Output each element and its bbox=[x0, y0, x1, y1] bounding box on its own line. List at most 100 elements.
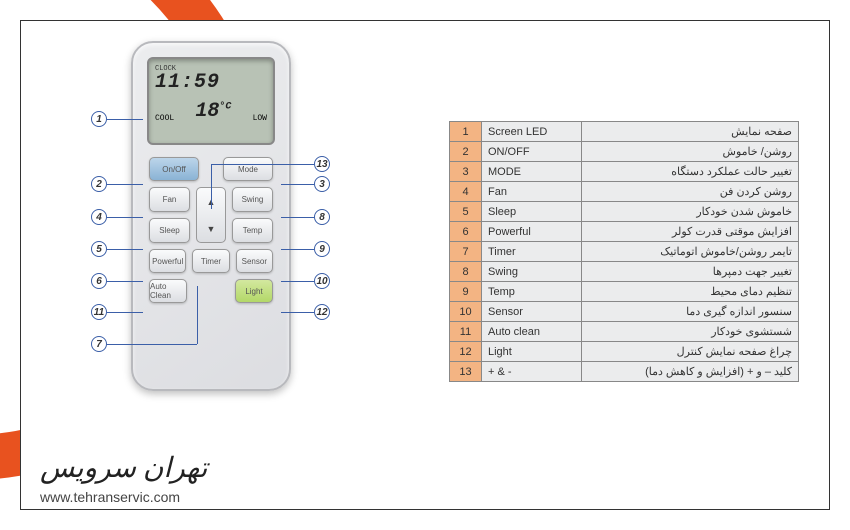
table-row: 7Timerتایمر روشن/خاموش اتوماتیک bbox=[450, 242, 799, 262]
row-num: 4 bbox=[450, 182, 482, 202]
row-en: Screen LED bbox=[482, 122, 582, 142]
row-en: Light bbox=[482, 342, 582, 362]
legend-table-area: 1Screen LEDصفحه نمایش2ON/OFFروشن/ خاموش3… bbox=[449, 121, 799, 382]
row-en: MODE bbox=[482, 162, 582, 182]
row-num: 11 bbox=[450, 322, 482, 342]
table-row: 3MODEتغییر حالت عملکرد دستگاه bbox=[450, 162, 799, 182]
row-fa: روشن کردن فن bbox=[582, 182, 799, 202]
callout-13: 13 bbox=[314, 156, 330, 172]
callout-line bbox=[281, 184, 314, 185]
table-row: 5Sleepخاموش شدن خودکار bbox=[450, 202, 799, 222]
temp-button[interactable]: Temp bbox=[232, 218, 273, 243]
callout-line bbox=[107, 312, 143, 313]
table-row: 1Screen LEDصفحه نمایش bbox=[450, 122, 799, 142]
row-en: + & - bbox=[482, 362, 582, 382]
lcd-temp-value: 18°C bbox=[195, 100, 231, 123]
callout-line bbox=[281, 249, 314, 250]
row-num: 13 bbox=[450, 362, 482, 382]
callout-line bbox=[107, 184, 143, 185]
remote-diagram: CLOCK 11:59 COOL 18°C LOW On/Off Mode Fa… bbox=[131, 41, 311, 391]
row-fa: تایمر روشن/خاموش اتوماتیک bbox=[582, 242, 799, 262]
row-en: Timer bbox=[482, 242, 582, 262]
callout-3: 3 bbox=[314, 176, 330, 192]
row-en: Sleep bbox=[482, 202, 582, 222]
onoff-button[interactable]: On/Off bbox=[149, 157, 199, 181]
legend-table: 1Screen LEDصفحه نمایش2ON/OFFروشن/ خاموش3… bbox=[449, 121, 799, 382]
table-row: 9Tempتنظیم دمای محیط bbox=[450, 282, 799, 302]
callout-4: 4 bbox=[91, 209, 107, 225]
swing-button[interactable]: Swing bbox=[232, 187, 273, 212]
callout-line bbox=[281, 217, 314, 218]
table-row: 6Powerfulافزایش موقتی قدرت کولر bbox=[450, 222, 799, 242]
down-arrow-icon[interactable]: ▼ bbox=[207, 224, 216, 234]
row-num: 12 bbox=[450, 342, 482, 362]
callout-line bbox=[107, 344, 197, 345]
callout-line bbox=[107, 119, 143, 120]
lcd-screen: CLOCK 11:59 COOL 18°C LOW bbox=[147, 57, 275, 145]
row-fa: کلید – و + (افزایش و کاهش دما) bbox=[582, 362, 799, 382]
row-num: 9 bbox=[450, 282, 482, 302]
callout-6: 6 bbox=[91, 273, 107, 289]
table-row: 2ON/OFFروشن/ خاموش bbox=[450, 142, 799, 162]
brand-name: تهران سرویس bbox=[40, 451, 207, 485]
row-num: 6 bbox=[450, 222, 482, 242]
callout-line bbox=[107, 281, 143, 282]
row-fa: شستشوی خودکار bbox=[582, 322, 799, 342]
row-num: 8 bbox=[450, 262, 482, 282]
row-en: ON/OFF bbox=[482, 142, 582, 162]
sensor-button[interactable]: Sensor bbox=[236, 249, 273, 273]
table-row: 10Sensorسنسور اندازه گیری دما bbox=[450, 302, 799, 322]
table-row: 4Fanروشن کردن فن bbox=[450, 182, 799, 202]
remote-body: CLOCK 11:59 COOL 18°C LOW On/Off Mode Fa… bbox=[131, 41, 291, 391]
lcd-low-label: LOW bbox=[253, 114, 267, 123]
callout-line bbox=[211, 164, 212, 209]
row-fa: افزایش موقتی قدرت کولر bbox=[582, 222, 799, 242]
callout-5: 5 bbox=[91, 241, 107, 257]
table-row: 11Auto cleanشستشوی خودکار bbox=[450, 322, 799, 342]
row-fa: صفحه نمایش bbox=[582, 122, 799, 142]
row-fa: تغییر جهت دمپرها bbox=[582, 262, 799, 282]
row-num: 7 bbox=[450, 242, 482, 262]
callout-9: 9 bbox=[314, 241, 330, 257]
light-button[interactable]: Light bbox=[235, 279, 273, 303]
row-num: 5 bbox=[450, 202, 482, 222]
lcd-cool-label: COOL bbox=[155, 114, 174, 123]
timer-button[interactable]: Timer bbox=[192, 249, 229, 273]
lcd-clock-value: 11:59 bbox=[155, 71, 267, 94]
row-num: 2 bbox=[450, 142, 482, 162]
callout-11: 11 bbox=[91, 304, 107, 320]
callout-line bbox=[211, 164, 314, 165]
callout-12: 12 bbox=[314, 304, 330, 320]
powerful-button[interactable]: Powerful bbox=[149, 249, 186, 273]
row-num: 10 bbox=[450, 302, 482, 322]
sleep-button[interactable]: Sleep bbox=[149, 218, 190, 243]
callout-line bbox=[281, 281, 314, 282]
callout-line bbox=[107, 249, 143, 250]
table-row: 12Lightچراغ صفحه نمایش کنترل bbox=[450, 342, 799, 362]
row-en: Temp bbox=[482, 282, 582, 302]
row-fa: چراغ صفحه نمایش کنترل bbox=[582, 342, 799, 362]
row-en: Fan bbox=[482, 182, 582, 202]
row-en: Powerful bbox=[482, 222, 582, 242]
row-fa: خاموش شدن خودکار bbox=[582, 202, 799, 222]
autoclean-button[interactable]: Auto Clean bbox=[149, 279, 187, 303]
callout-2: 2 bbox=[91, 176, 107, 192]
table-row: 13+ & -کلید – و + (افزایش و کاهش دما) bbox=[450, 362, 799, 382]
brand-url: www.tehranservic.com bbox=[40, 489, 207, 505]
row-fa: تنظیم دمای محیط bbox=[582, 282, 799, 302]
row-en: Sensor bbox=[482, 302, 582, 322]
row-num: 3 bbox=[450, 162, 482, 182]
callout-line bbox=[281, 312, 314, 313]
callout-line bbox=[107, 217, 143, 218]
fan-button[interactable]: Fan bbox=[149, 187, 190, 212]
table-row: 8Swingتغییر جهت دمپرها bbox=[450, 262, 799, 282]
callout-8: 8 bbox=[314, 209, 330, 225]
main-frame: CLOCK 11:59 COOL 18°C LOW On/Off Mode Fa… bbox=[20, 20, 830, 510]
callout-1: 1 bbox=[91, 111, 107, 127]
mode-button[interactable]: Mode bbox=[223, 157, 273, 181]
row-fa: تغییر حالت عملکرد دستگاه bbox=[582, 162, 799, 182]
callout-10: 10 bbox=[314, 273, 330, 289]
row-fa: روشن/ خاموش bbox=[582, 142, 799, 162]
row-num: 1 bbox=[450, 122, 482, 142]
row-fa: سنسور اندازه گیری دما bbox=[582, 302, 799, 322]
